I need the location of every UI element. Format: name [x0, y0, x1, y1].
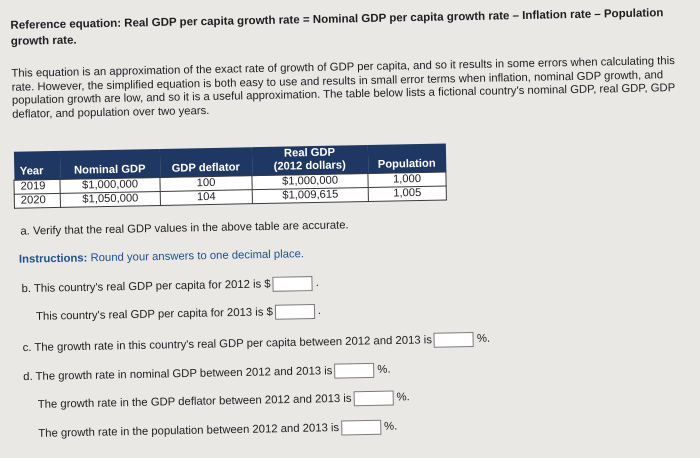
cell-year: 2020: [14, 193, 61, 209]
question-b2: This country's real GDP per capita for 2…: [36, 304, 321, 324]
question-d1-suffix: %.: [377, 364, 391, 377]
instructions: Instructions: Round your answers to one …: [19, 247, 304, 266]
question-b1: b. This country's real GDP per capita fo…: [21, 276, 319, 297]
cell-real-gdp: $1,009,615: [252, 187, 369, 204]
answer-b2-input[interactable]: [274, 304, 315, 320]
question-c-text: c. The growth rate in this country's rea…: [22, 334, 433, 355]
intro-paragraph: This equation is an approximation of the…: [11, 55, 676, 121]
question-b2-suffix: .: [317, 305, 322, 318]
question-d2: The growth rate in the GDP deflator betw…: [38, 390, 410, 412]
question-d3: The growth rate in the population betwee…: [38, 419, 397, 441]
question-d3-text: The growth rate in the population betwee…: [38, 422, 340, 440]
question-d2-text: The growth rate in the GDP deflator betw…: [37, 392, 352, 411]
answer-c-input[interactable]: [433, 331, 475, 348]
cell-year: 2019: [13, 179, 61, 195]
header-year: Year: [13, 150, 60, 181]
question-d3-suffix: %.: [384, 420, 398, 434]
answer-d3-input[interactable]: [340, 419, 382, 436]
header-gdp-deflator: GDP deflator: [159, 147, 252, 178]
header-population: Population: [367, 143, 446, 174]
header-real-gdp-line1: Real GDP: [283, 146, 336, 160]
answer-d2-input[interactable]: [353, 390, 394, 407]
cell-nominal-gdp: $1,050,000: [60, 191, 161, 208]
reference-equation: Reference equation: Real GDP per capita …: [10, 7, 664, 48]
cell-gdp-deflator: 104: [160, 189, 253, 206]
instructions-text: Round your answers to one decimal place.: [90, 248, 305, 265]
question-c-suffix: %.: [476, 333, 491, 346]
question-a: a. Verify that the real GDP values in th…: [20, 219, 349, 238]
instructions-label: Instructions:: [18, 252, 88, 266]
question-b1-suffix: .: [315, 277, 319, 290]
header-real-gdp: Real GDP (2012 dollars): [251, 144, 368, 176]
question-d1: d. The growth rate in nominal GDP betwee…: [23, 362, 391, 385]
question-d1-text: d. The growth rate in nominal GDP betwee…: [23, 365, 333, 384]
header-nominal-gdp: Nominal GDP: [59, 148, 160, 180]
question-d2-suffix: %.: [396, 391, 410, 404]
cell-population: 1,000: [367, 171, 447, 188]
gdp-table: Year Nominal GDP GDP deflator Real GDP (…: [13, 143, 447, 209]
question-b1-text: b. This country's real GDP per capita fo…: [21, 278, 271, 296]
cell-population: 1,005: [368, 185, 447, 202]
answer-d1-input[interactable]: [334, 362, 375, 379]
question-c: c. The growth rate in this country's rea…: [22, 331, 491, 356]
header-real-gdp-line2: (2012 dollars): [273, 159, 346, 173]
question-b2-text: This country's real GDP per capita for 2…: [35, 306, 273, 323]
answer-b1-input[interactable]: [272, 276, 313, 292]
